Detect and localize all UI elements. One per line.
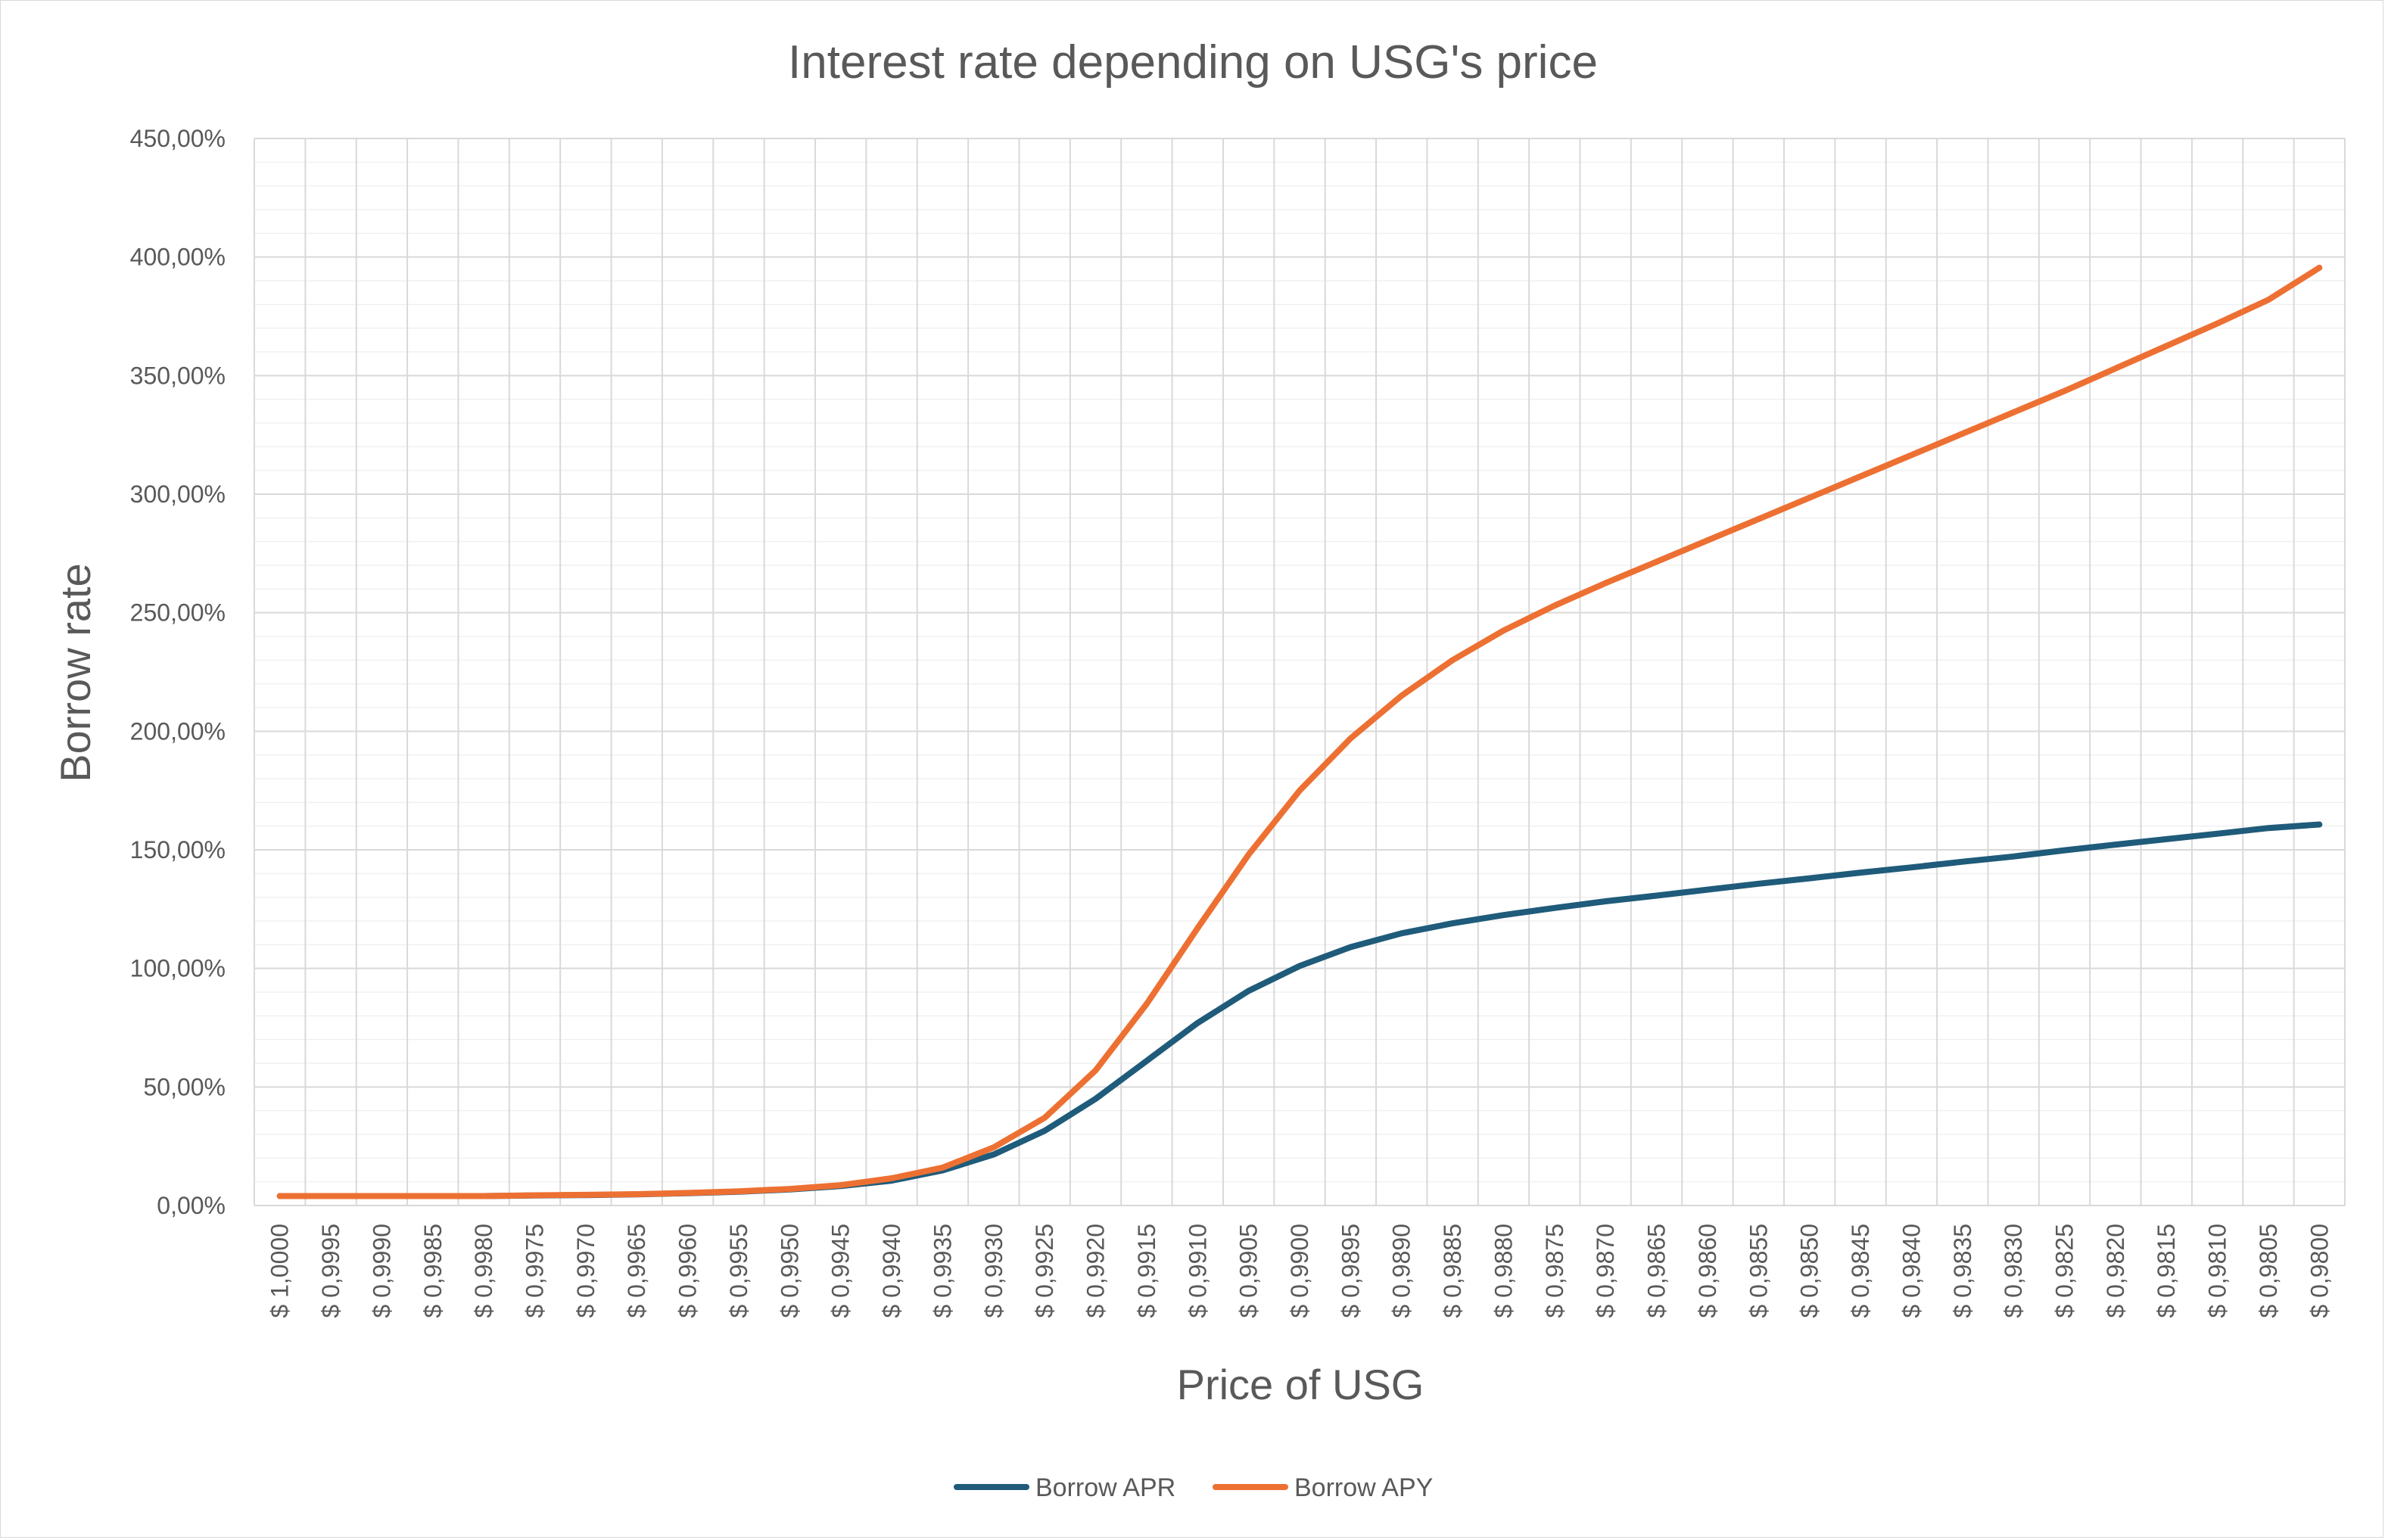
y-tick-label: 400,00% (130, 244, 226, 271)
y-tick-label: 100,00% (130, 955, 226, 982)
x-tick-label: $ 0,9965 (623, 1224, 650, 1318)
x-tick-label: $ 0,9810 (2204, 1224, 2231, 1318)
x-tick-label: $ 0,9970 (572, 1224, 599, 1318)
y-tick-label: 0,00% (157, 1192, 226, 1219)
y-tick-label: 150,00% (130, 836, 226, 863)
x-tick-label: $ 0,9905 (1235, 1224, 1263, 1318)
y-tick-label: 300,00% (130, 481, 226, 508)
x-tick-label: $ 0,9860 (1694, 1224, 1721, 1318)
x-tick-label: $ 0,9805 (2255, 1224, 2282, 1318)
y-tick-label: 250,00% (130, 599, 226, 627)
x-tick-label: $ 0,9825 (2050, 1224, 2078, 1318)
x-tick-label: $ 0,9950 (776, 1224, 803, 1318)
x-tick-label: $ 0,9945 (827, 1224, 855, 1318)
y-tick-label: 350,00% (130, 362, 226, 389)
x-tick-label: $ 0,9850 (1796, 1224, 1823, 1318)
x-tick-label: $ 0,9900 (1286, 1224, 1313, 1318)
y-axis-tick-labels: 0,00% 50,00% 100,00% 150,00% 200,00% 250,00% 3… (130, 125, 226, 1219)
legend-label: Borrow APY (1294, 1473, 1433, 1502)
x-tick-label: $ 1,0000 (266, 1224, 294, 1318)
y-tick-label: 450,00% (130, 125, 226, 152)
x-tick-label: $ 0,9995 (317, 1224, 344, 1318)
legend-label: Borrow APR (1035, 1473, 1175, 1502)
x-tick-label: $ 0,9870 (1592, 1224, 1619, 1318)
x-tick-label: $ 0,9910 (1184, 1224, 1211, 1318)
x-tick-label: $ 0,9980 (470, 1224, 497, 1318)
x-tick-label: $ 0,9800 (2306, 1224, 2333, 1318)
x-tick-label: $ 0,9865 (1643, 1224, 1670, 1318)
x-tick-label: $ 0,9815 (2153, 1224, 2180, 1318)
x-tick-label: $ 0,9990 (368, 1224, 395, 1318)
x-tick-label: $ 0,9985 (419, 1224, 447, 1318)
x-tick-label: $ 0,9890 (1388, 1224, 1415, 1318)
x-tick-label: $ 0,9925 (1031, 1224, 1058, 1318)
x-tick-label: $ 0,9940 (878, 1224, 905, 1318)
x-axis-title: Price of USG (1177, 1361, 1424, 1408)
y-tick-label: 200,00% (130, 717, 226, 745)
x-tick-label: $ 0,9875 (1541, 1224, 1568, 1318)
x-tick-label: $ 0,9895 (1337, 1224, 1364, 1318)
x-tick-label: $ 0,9880 (1490, 1224, 1517, 1318)
series-lines (276, 264, 2323, 1199)
gridlines (254, 138, 2346, 1206)
x-tick-label: $ 0,9975 (522, 1224, 549, 1318)
x-tick-label: $ 0,9830 (2000, 1224, 2027, 1318)
chart-title: Interest rate depending on USG's price (788, 36, 1598, 89)
x-tick-label: $ 0,9955 (725, 1224, 752, 1318)
x-tick-label: $ 0,9915 (1133, 1224, 1160, 1318)
x-tick-label: $ 0,9820 (2102, 1224, 2129, 1318)
x-axis-tick-labels: $ 1,0000 $ 0,9995 $ 0,9990 $ 0,9985 $ 0,9980… (266, 1224, 2334, 1318)
x-tick-label: $ 0,9835 (1949, 1224, 1976, 1318)
x-tick-label: $ 0,9930 (980, 1224, 1007, 1318)
y-axis-title: Borrow rate (51, 563, 99, 782)
y-tick-label: 50,00% (143, 1073, 226, 1100)
x-tick-label: $ 0,9920 (1082, 1224, 1110, 1318)
x-tick-label: $ 0,9845 (1847, 1224, 1874, 1318)
legend: Borrow APR Borrow APY (954, 1473, 1433, 1502)
x-tick-label: $ 0,9885 (1439, 1224, 1466, 1318)
x-tick-label: $ 0,9855 (1745, 1224, 1772, 1318)
series-line-borrow-apy (276, 264, 2323, 1199)
x-tick-label: $ 0,9840 (1898, 1224, 1925, 1318)
x-tick-label: $ 0,9960 (674, 1224, 702, 1318)
series-line-borrow-apr (276, 821, 2323, 1199)
x-tick-label: $ 0,9935 (929, 1224, 956, 1318)
